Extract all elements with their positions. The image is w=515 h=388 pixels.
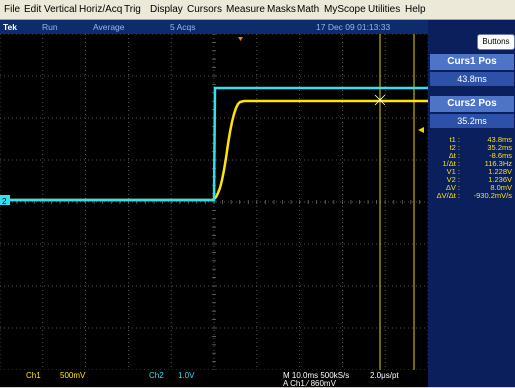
readout-row: t1 :43.8ms — [449, 135, 512, 144]
ch1-label[interactable]: Ch1 — [26, 371, 41, 380]
menu-measure[interactable]: Measure — [226, 4, 265, 15]
menu-math[interactable]: Math — [297, 4, 320, 15]
timebase-readout[interactable]: M 10.0ms 500kS/s — [283, 371, 350, 380]
ch2-label[interactable]: Ch2 — [149, 371, 164, 380]
waveform-graticule: 2 — [0, 34, 428, 370]
graticule-grid — [0, 34, 428, 370]
waveform-display[interactable]: 2 — [0, 34, 428, 370]
readout-row: t2 :35.2ms — [449, 143, 512, 152]
cursor-2-value[interactable]: 35.2ms — [430, 114, 514, 128]
menu-edit[interactable]: Edit — [24, 4, 42, 15]
channel-2-trace — [4, 86, 428, 202]
menu-utilities[interactable]: Utilities — [368, 4, 401, 15]
menu-help[interactable]: Help — [405, 4, 426, 15]
channel-settings-bar: Ch1 500mV Ch2 1.0V M 10.0ms 500kS/s 2.0μ… — [0, 370, 428, 388]
acquisition-mode: Average — [93, 22, 125, 32]
channel-2-marker-label: 2 — [2, 197, 7, 206]
menu-file[interactable]: File — [4, 4, 21, 15]
readout-row: ΔV :8.0mV — [445, 183, 512, 192]
channel-2-marker-icon[interactable] — [0, 195, 10, 205]
trigger-readout[interactable]: A Ch1 ⁄ 860mV — [283, 379, 336, 388]
menu-trig[interactable]: Trig — [124, 4, 141, 15]
channel-1-trace — [4, 99, 428, 202]
ch2-scale[interactable]: 1.0V — [178, 371, 195, 380]
menu-bar: File Edit Vertical Horiz/Acq Trig Displa… — [0, 0, 515, 20]
cursor-1-value[interactable]: 43.8ms — [430, 72, 514, 86]
cursor-reference-arrow-icon — [418, 127, 424, 133]
cursor-1-title: Curs1 Pos — [430, 54, 514, 70]
readout-row: V1 :1.228V — [446, 167, 512, 176]
menu-myscope[interactable]: MyScope — [324, 4, 366, 15]
ch1-scale[interactable]: 500mV — [60, 371, 86, 380]
menu-cursors[interactable]: Cursors — [187, 4, 223, 15]
menu-masks[interactable]: Masks — [267, 4, 296, 15]
datetime: 17 Dec 09 01:13:33 — [316, 22, 391, 32]
menu-horiz-acq[interactable]: Horiz/Acq — [79, 4, 123, 15]
menu-display[interactable]: Display — [150, 4, 183, 15]
trigger-position-icon — [238, 37, 243, 41]
acquisition-status-bar: Tek Run Average 5 Acqs 17 Dec 09 01:13:3… — [0, 20, 428, 34]
readout-row: 1/Δt :116.3Hz — [442, 159, 512, 168]
cursor-readout: t1 :43.8ms t2 :35.2ms Δt : -8.6ms 1/Δt :1… — [428, 135, 512, 200]
acquisition-count: 5 Acqs — [170, 22, 196, 32]
readout-row: Δt : -8.6ms — [448, 151, 512, 160]
cursor-2-title: Curs2 Pos — [430, 96, 514, 112]
readout-row: ΔV/Δt : -930.2mV/s — [436, 191, 512, 200]
run-state: Run — [42, 22, 58, 32]
sample-interval: 2.0μs/pt — [370, 371, 399, 380]
readout-row: V2 :1.236V — [446, 175, 512, 184]
menu-vertical[interactable]: Vertical — [44, 4, 77, 15]
side-panel: Buttons Curs1 Pos 43.8ms Curs2 Pos 35.2m… — [428, 20, 515, 387]
buttons-button[interactable]: Buttons — [477, 34, 515, 50]
brand-label: Tek — [3, 22, 18, 32]
